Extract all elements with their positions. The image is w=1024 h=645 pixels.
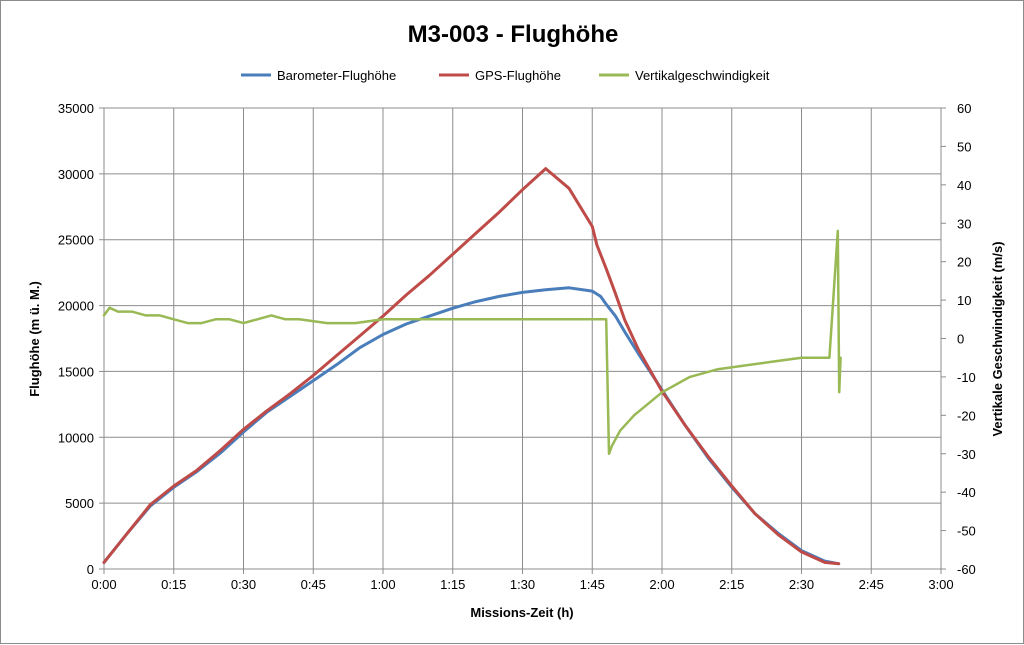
y-tick-label: 15000 — [58, 364, 94, 379]
x-tick-label: 1:30 — [510, 577, 535, 592]
y2-tick-label: 50 — [957, 139, 971, 154]
y2-tick-label: 60 — [957, 101, 971, 116]
grid-lines — [103, 107, 942, 570]
gps-altitude-line — [102, 167, 841, 566]
x-tick-label: 3:00 — [928, 577, 953, 592]
y-tick-label: 0 — [87, 562, 94, 577]
y2-tick-label: 0 — [957, 332, 964, 347]
x-tick-label: 2:15 — [719, 577, 744, 592]
legend-label-vertical-speed: Vertikalgeschwindigkeit — [635, 68, 770, 83]
y-tick-label: 10000 — [58, 430, 94, 445]
x-tick-label: 1:45 — [580, 577, 605, 592]
x-axis-title: Missions-Zeit (h) — [470, 605, 573, 620]
x-tick-label: 2:45 — [859, 577, 884, 592]
y2-tick-label: -60 — [957, 562, 976, 577]
y2-tick-label: -10 — [957, 370, 976, 385]
y2-tick-label: -50 — [957, 524, 976, 539]
x-tick-label: 0:15 — [161, 577, 186, 592]
series-lines — [102, 167, 842, 566]
chart-title: M3-003 - Flughöhe — [408, 21, 619, 48]
axes — [99, 107, 946, 574]
x-tick-label: 0:45 — [301, 577, 326, 592]
y2-tick-label: 10 — [957, 293, 971, 308]
legend: Barometer-Flughöhe GPS-Flughöhe Vertikal… — [241, 68, 770, 83]
vertical-speed-line — [102, 229, 842, 456]
x-tick-label: 0:00 — [91, 577, 116, 592]
barometer-altitude-line — [102, 286, 841, 566]
y-tick-label: 35000 — [58, 101, 94, 116]
y2-tick-label: 20 — [957, 255, 971, 270]
y2-tick-label: -30 — [957, 447, 976, 462]
y2-tick-label: 40 — [957, 178, 971, 193]
x-tick-label: 2:30 — [789, 577, 814, 592]
y-tick-label: 25000 — [58, 233, 94, 248]
y2-tick-label: 30 — [957, 216, 971, 231]
y2-tick-label: -40 — [957, 485, 976, 500]
y-tick-label: 20000 — [58, 299, 94, 314]
y-axis-title: Flughöhe (m ü. M.) — [27, 281, 42, 397]
x-tick-label: 1:15 — [440, 577, 465, 592]
tick-labels: 0:00 0:15 0:30 0:45 1:00 1:15 1:30 1:45 2:00 2:15… — [58, 101, 976, 592]
y2-tick-label: -20 — [957, 408, 976, 423]
y-tick-label: 30000 — [58, 167, 94, 182]
y-tick-label: 5000 — [65, 496, 94, 511]
x-tick-label: 1:00 — [370, 577, 395, 592]
x-tick-label: 2:00 — [649, 577, 674, 592]
y2-axis-title: Vertikale Geschwindigkeit (m/s) — [990, 241, 1005, 436]
legend-label-gps: GPS-Flughöhe — [475, 68, 561, 83]
legend-label-barometer: Barometer-Flughöhe — [277, 68, 396, 83]
x-tick-label: 0:30 — [231, 577, 256, 592]
